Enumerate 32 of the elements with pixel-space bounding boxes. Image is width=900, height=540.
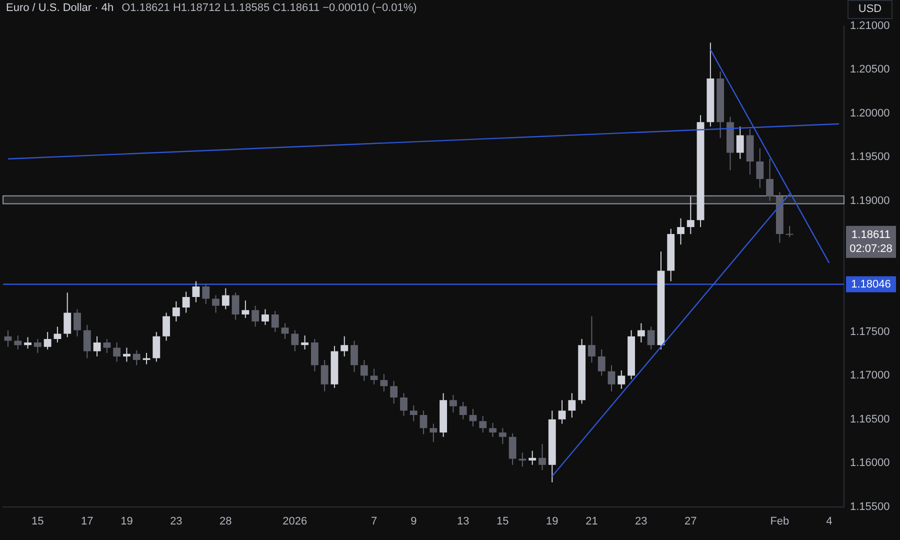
text: 02:07:28 <box>850 242 892 255</box>
x-tick-label: 21 <box>586 515 598 528</box>
y-tick-label: 1.20500 <box>850 64 890 76</box>
x-tick-label: 13 <box>456 515 470 528</box>
x-tick-label: 4 <box>826 515 832 528</box>
y-tick-label: 1.19500 <box>850 151 890 164</box>
y-tick-label: 1.21000 <box>850 20 890 32</box>
x-tick-label: 17 <box>81 515 94 528</box>
y-tick-label: 1.17500 <box>850 326 890 338</box>
text: 1.18611 <box>852 228 890 241</box>
x-tick-label: 9 <box>410 515 417 528</box>
y-axis-title: USD <box>858 3 882 16</box>
y-tick-label: 1.16000 <box>850 457 890 470</box>
x-tick-label: 2026 <box>282 515 308 528</box>
x-tick-label: 23 <box>635 515 648 528</box>
y-tick-label: 1.17000 <box>850 370 890 382</box>
y-tick-label: 1.20000 <box>850 107 890 120</box>
x-tick-label: 28 <box>220 515 232 528</box>
x-tick-label: Feb <box>770 515 790 528</box>
x-tick-label: 19 <box>546 515 558 528</box>
x-tick-label: 7 <box>370 515 378 528</box>
chart-subtitle: O1.18621 H1.18712 L1.18585 C1.18611 −0.00010 (−0.01%) <box>122 2 417 14</box>
y-tick-label: 1.19000 <box>850 194 890 207</box>
x-tick-label: 19 <box>120 515 133 528</box>
y-tick-label: 1.15500 <box>850 500 890 513</box>
x-tick-label: 15 <box>496 515 509 528</box>
x-tick-label: 27 <box>684 515 697 528</box>
y-tick-label: 1.16500 <box>850 413 890 426</box>
ref-line-label: 1.18046 <box>851 278 891 290</box>
x-tick-label: 15 <box>32 515 44 528</box>
chart-title: Euro / U.S. Dollar · 4h <box>6 2 114 14</box>
x-tick-label: 23 <box>170 515 182 528</box>
